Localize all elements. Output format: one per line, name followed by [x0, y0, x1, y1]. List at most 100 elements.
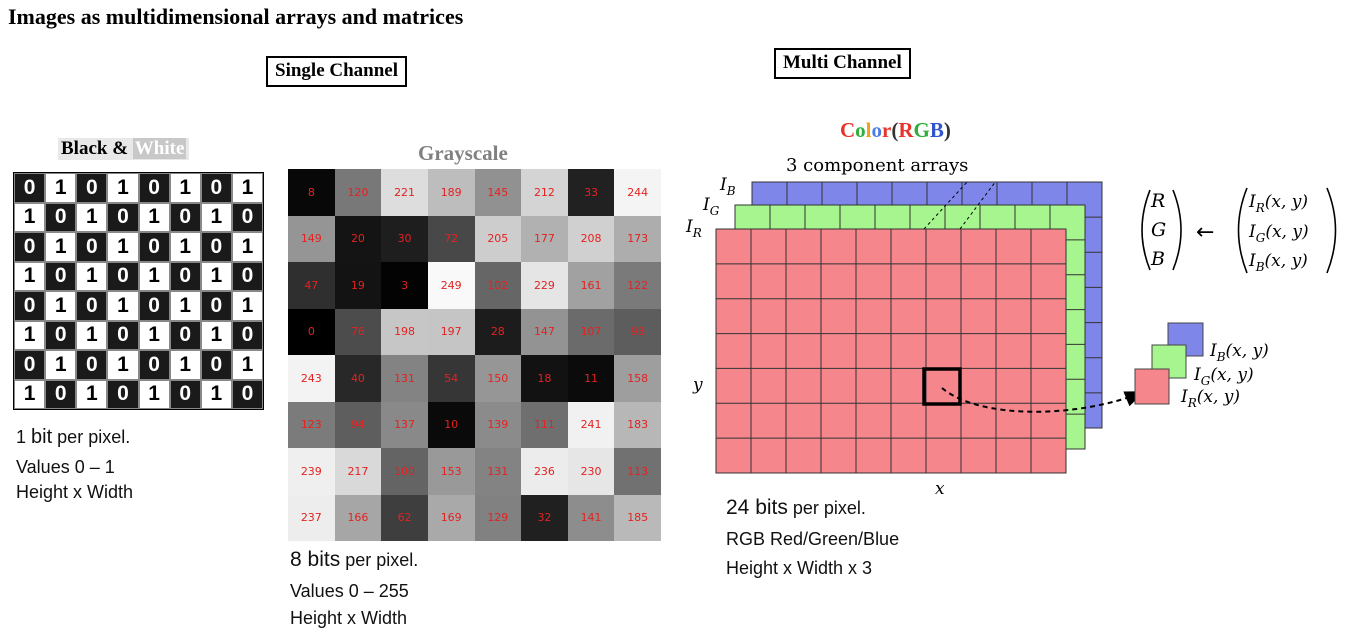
- bw-pixel: 0: [76, 173, 108, 203]
- bw-pixel: 1: [14, 320, 46, 350]
- grayscale-pixel: 10: [427, 401, 475, 448]
- grayscale-pixel: 11: [567, 355, 615, 402]
- bw-pixel: 1: [45, 350, 77, 380]
- grayscale-pixel: 173: [614, 215, 661, 262]
- vector-B: B: [1150, 248, 1165, 270]
- rhs-left-paren: [1237, 187, 1248, 274]
- grayscale-pixel: 32: [521, 494, 568, 541]
- color-title-letter: o: [855, 118, 866, 142]
- grayscale-pixel: 185: [614, 494, 661, 541]
- grayscale-pixel: 217: [334, 448, 382, 495]
- grayscale-pixel: 72: [427, 215, 475, 262]
- grayscale-pixel: 139: [474, 401, 522, 448]
- grayscale-pixel: 19: [334, 262, 382, 309]
- bw-caption-line3: Height x Width: [16, 482, 134, 502]
- bw-pixel: 1: [200, 202, 232, 232]
- bw-pixel: 0: [14, 232, 46, 262]
- vector-G: G: [1151, 219, 1166, 241]
- color-title-letter: B: [929, 118, 944, 142]
- color-title-letter: (: [891, 118, 899, 142]
- bw-pixel: 0: [45, 261, 77, 291]
- dash-line-2: [959, 180, 997, 230]
- component-arrays-label: 3 component arrays: [786, 155, 968, 176]
- color-title-letter: C: [840, 118, 856, 142]
- grayscale-pixel: 20: [334, 215, 382, 262]
- grayscale-pixel: 47: [288, 262, 335, 309]
- grayscale-pixel: 189: [427, 169, 475, 216]
- y-axis-label: y: [692, 375, 703, 395]
- grayscale-pixel: 120: [334, 169, 382, 216]
- vector-right-paren: [1172, 189, 1182, 271]
- color-title-letter: l: [865, 118, 872, 142]
- bw-pixel: 0: [76, 291, 108, 321]
- bw-pixel: 0: [107, 379, 139, 409]
- label-IG-xy: IG(x, y): [1193, 365, 1254, 388]
- grayscale-pixel: 123: [288, 401, 335, 448]
- grayscale-pixel: 147: [521, 308, 568, 355]
- bw-pixel: 0: [14, 291, 46, 321]
- grayscale-pixel: 229: [521, 262, 568, 309]
- bw-pixel: 1: [45, 291, 77, 321]
- grayscale-pixel: 166: [334, 494, 382, 541]
- grayscale-pixel: 76: [334, 308, 382, 355]
- grayscale-pixel: 169: [427, 494, 475, 541]
- bw-pixel: 1: [76, 379, 108, 409]
- grayscale-pixel: 107: [567, 308, 615, 355]
- bw-pixel: 1: [14, 379, 46, 409]
- bw-pixel: 0: [45, 320, 77, 350]
- grayscale-pixel: 158: [614, 355, 661, 402]
- bw-pixel: 0: [231, 261, 263, 291]
- bw-pixel: 1: [76, 320, 108, 350]
- grayscale-pixel: 208: [567, 215, 615, 262]
- bw-pixel: 1: [76, 202, 108, 232]
- grayscale-pixel: 131: [381, 355, 428, 402]
- bw-pixel: 1: [76, 261, 108, 291]
- grayscale-pixel: 102: [474, 262, 522, 309]
- bw-pixel: 0: [45, 379, 77, 409]
- bw-pixel: 1: [231, 232, 263, 262]
- label-IR: IR: [685, 217, 702, 240]
- bw-pixel: 0: [14, 350, 46, 380]
- grayscale-pixel: 153: [427, 448, 475, 495]
- assignment-arrow: ←: [1196, 220, 1214, 245]
- label-IR-xy: IR(x, y): [1180, 387, 1240, 410]
- grayscale-pixel: 244: [614, 169, 661, 216]
- bw-pixel: 0: [138, 232, 170, 262]
- grayscale-pixel: 8: [288, 169, 335, 216]
- color-rgb-title: Color(RGB): [840, 118, 951, 143]
- label-IB: IB: [719, 175, 736, 198]
- grayscale-pixel: 131: [474, 448, 522, 495]
- grayscale-pixel: 28: [474, 308, 522, 355]
- grayscale-pixel: 137: [381, 401, 428, 448]
- rgb-caption-line2: RGB Red/Green/Blue: [726, 529, 900, 549]
- bw-title-black: Black &: [61, 138, 129, 159]
- grayscale-title: Grayscale: [418, 141, 508, 165]
- multi-channel-label: Multi Channel: [774, 48, 911, 79]
- color-title-letter: G: [913, 118, 930, 142]
- bw-pixel: 1: [231, 173, 263, 203]
- bw-pixel: 1: [138, 379, 170, 409]
- grayscale-pixel: 54: [427, 355, 475, 402]
- grayscale-pixel: 149: [288, 215, 335, 262]
- bw-pixel: 1: [169, 291, 201, 321]
- grayscale-pixel: 150: [474, 355, 522, 402]
- grayscale-pixel: 0: [288, 308, 335, 355]
- bw-pixel: 1: [138, 320, 170, 350]
- bw-pixel: 0: [169, 202, 201, 232]
- bw-pixel: 1: [107, 350, 139, 380]
- grayscale-pixel: 33: [567, 169, 615, 216]
- bw-pixel: 1: [169, 173, 201, 203]
- vector-R: R: [1150, 190, 1165, 212]
- bw-pixel: 0: [200, 173, 232, 203]
- bw-pixel: 0: [231, 379, 263, 409]
- dashed-arrow: [941, 387, 1145, 413]
- bw-title-white: White: [132, 138, 187, 159]
- bw-pixel: 0: [200, 350, 232, 380]
- grayscale-pixel: 236: [521, 448, 568, 495]
- bw-pixel: 1: [45, 173, 77, 203]
- red-component-array: [715, 228, 1067, 474]
- bw-pixel: 1: [107, 291, 139, 321]
- bw-pixel: 1: [45, 232, 77, 262]
- grayscale-pixel: 30: [381, 215, 428, 262]
- bw-pixel: 1: [169, 232, 201, 262]
